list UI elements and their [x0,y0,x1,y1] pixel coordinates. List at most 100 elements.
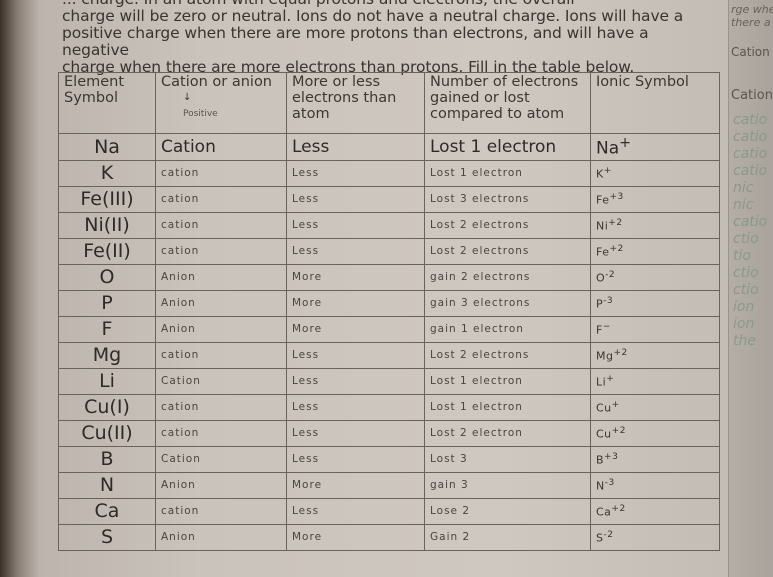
more-or-less[interactable]: Less [286,497,425,525]
ionic-symbol[interactable]: F− [590,315,720,343]
ionic-symbol[interactable]: Na+ [590,133,720,161]
ionic-symbol[interactable]: Ni+2 [590,211,720,239]
element-symbol: Cu(II) [58,419,156,447]
more-or-less[interactable]: Less [286,211,425,239]
ion-type[interactable]: Anion [155,471,287,499]
electron-change[interactable]: gain 1 electron [424,315,591,343]
ion-charge: − [602,321,611,332]
electron-change[interactable]: Lost 2 electrons [424,211,591,239]
side-handwriting: nic [733,197,754,213]
ionic-symbol[interactable]: O-2 [590,263,720,291]
electron-change[interactable]: Lost 2 electrons [424,341,591,369]
ion-type[interactable]: Cation [155,445,287,473]
ionic-symbol[interactable]: B+3 [590,445,720,473]
side-text: there a [731,16,771,29]
table-row: N Anion More gain 3 N-3 [58,471,720,499]
ion-charge: + [603,165,612,176]
more-or-less[interactable]: Less [286,133,425,161]
ionic-symbol[interactable]: Fe+2 [590,237,720,265]
table-row: O Anion More gain 2 electrons O-2 [58,263,720,291]
side-handwriting: ctio [733,265,759,281]
ion-type[interactable]: cation [155,159,287,187]
ionic-symbol[interactable]: Mg+2 [590,341,720,369]
electron-change[interactable]: gain 3 [424,471,591,499]
element-symbol: Mg [58,341,156,369]
more-or-less[interactable]: More [286,471,425,499]
more-or-less[interactable]: Less [286,419,425,447]
table-row: Na Cation Less Lost 1 electron Na+ [58,133,720,161]
more-or-less[interactable]: More [286,263,425,291]
table-row: Cu(II) cation Less Lost 2 electron Cu+2 [58,419,720,447]
electron-change[interactable]: Lost 2 electrons [424,237,591,265]
table-header-row: Element Symbol Cation or anion ↓ Positiv… [58,72,720,134]
ion-type[interactable]: cation [155,393,287,421]
ion-type[interactable]: cation [155,341,287,369]
side-handwriting: ctio [733,282,759,298]
ion-type[interactable]: cation [155,237,287,265]
electron-change[interactable]: Lost 1 electron [424,367,591,395]
more-or-less[interactable]: Less [286,185,425,213]
intro-line: ... charge. In an atom with equal proton… [62,0,702,8]
element-symbol: Li [58,367,156,395]
more-or-less[interactable]: Less [286,445,425,473]
ionic-symbol[interactable]: P-3 [590,289,720,317]
side-row: Cation [731,88,773,103]
ionic-symbol[interactable]: N-3 [590,471,720,499]
ion-type[interactable]: Cation [155,367,287,395]
ion-base: Fe [596,245,610,259]
ion-charge: +2 [608,217,623,228]
table-row: Mg cation Less Lost 2 electrons Mg+2 [58,341,720,369]
side-handwriting: catio [733,112,768,128]
more-or-less[interactable]: More [286,315,425,343]
ionic-symbol[interactable]: S-2 [590,523,720,551]
side-text: rge whe [731,3,773,16]
more-or-less[interactable]: Less [286,237,425,265]
ion-type[interactable]: cation [155,185,287,213]
ion-type[interactable]: cation [155,497,287,525]
ion-base: K [596,167,604,181]
header-ionic-symbol: Ionic Symbol [590,72,720,134]
ion-type[interactable]: cation [155,211,287,239]
ionic-symbol[interactable]: Cu+2 [590,419,720,447]
more-or-less[interactable]: More [286,523,425,551]
more-or-less[interactable]: Less [286,393,425,421]
ion-type[interactable]: Anion [155,263,287,291]
ion-base: N [596,479,605,493]
ion-base: Fe [596,193,610,207]
electron-change[interactable]: gain 3 electrons [424,289,591,317]
electron-change[interactable]: Lost 2 electron [424,419,591,447]
ion-type[interactable]: Cation [155,133,287,161]
adjacent-page: rge whe there a Cation o Cation catiocat… [728,0,773,577]
ion-charge: +3 [604,451,619,462]
ion-type[interactable]: Anion [155,289,287,317]
electron-change[interactable]: Lost 1 electron [424,393,591,421]
element-symbol: Na [58,133,156,161]
electron-change[interactable]: Lost 3 electrons [424,185,591,213]
ionic-symbol[interactable]: Cu+ [590,393,720,421]
element-symbol: B [58,445,156,473]
ion-type[interactable]: cation [155,419,287,447]
element-symbol: F [58,315,156,343]
ionic-symbol[interactable]: K+ [590,159,720,187]
more-or-less[interactable]: More [286,289,425,317]
more-or-less[interactable]: Less [286,367,425,395]
table-row: F Anion More gain 1 electron F− [58,315,720,343]
ion-type[interactable]: Anion [155,523,287,551]
ion-type[interactable]: Anion [155,315,287,343]
header-element: Element Symbol [58,72,156,134]
electron-change[interactable]: Lost 3 [424,445,591,473]
ionic-symbol[interactable]: Ca+2 [590,497,720,525]
electron-change[interactable]: gain 2 electrons [424,263,591,291]
ionic-symbol[interactable]: Li+ [590,367,720,395]
more-or-less[interactable]: Less [286,341,425,369]
electron-change[interactable]: Lost 1 electron [424,133,591,161]
electron-change[interactable]: Gain 2 [424,523,591,551]
side-handwriting: ion [733,299,755,315]
side-handwriting: the [733,333,756,349]
more-or-less[interactable]: Less [286,159,425,187]
electron-change[interactable]: Lost 1 electron [424,159,591,187]
header-type-label: Cation or anion [161,74,273,90]
ionic-symbol[interactable]: Fe+3 [590,185,720,213]
table-row: Ca cation Less Lose 2 Ca+2 [58,497,720,525]
electron-change[interactable]: Lose 2 [424,497,591,525]
